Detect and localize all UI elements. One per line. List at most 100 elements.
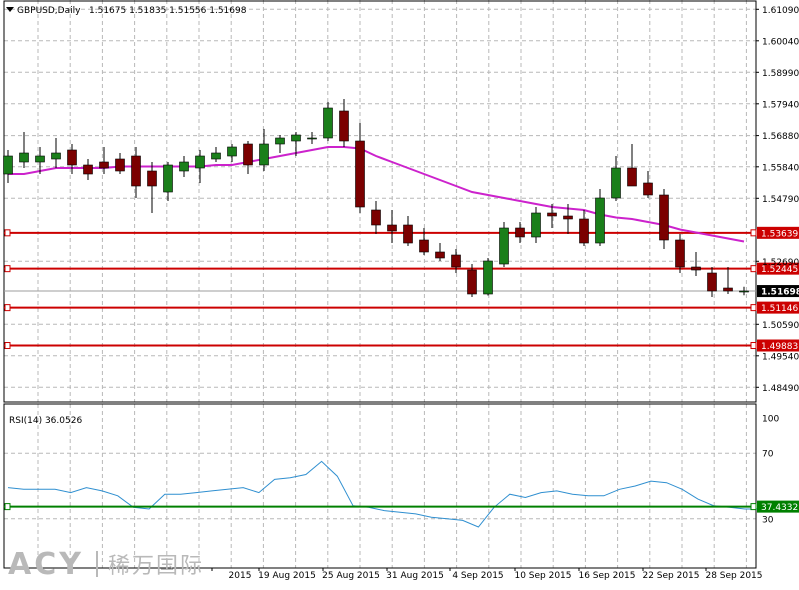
candle-bear <box>83 164 93 175</box>
rsi-tick-label: 100 <box>762 415 779 425</box>
chart-header: GBPUSD,Daily 1.51675 1.51835 1.51556 1.5… <box>6 6 247 426</box>
rsi-tick-label: 30 <box>762 515 774 525</box>
current-price-box <box>757 285 799 298</box>
candle-bull <box>307 137 317 140</box>
x-tick-label: 25 Aug 2015 <box>322 571 380 581</box>
candle-bull <box>163 164 173 193</box>
candle-bear <box>371 209 381 226</box>
rsi-tick-label: 70 <box>762 450 774 460</box>
y-tick-label: 1.58990 <box>762 69 799 79</box>
candle-bull <box>19 152 29 163</box>
candle-bear <box>99 161 109 169</box>
horizontal-lines-layer: 1.53639 1.52445 1.51146 1.49883 1.51698 <box>4 226 799 352</box>
y-tick-label: 1.49540 <box>762 352 799 362</box>
main-pane-frame <box>3 0 757 403</box>
rsi-label: RSI(14) 36.0526 <box>9 416 82 426</box>
current-price-text: 1.51698 <box>761 288 799 298</box>
candle-bear <box>115 158 125 172</box>
candle-bull <box>35 155 45 163</box>
y-tick-label: 1.54790 <box>762 195 799 205</box>
rsi-layer: 37.4332 <box>4 460 799 528</box>
candle-bull <box>483 260 493 295</box>
price-label-box <box>757 339 799 352</box>
y-tick-label: 1.55840 <box>762 163 799 173</box>
price-label-box <box>757 226 799 239</box>
candle-bear <box>515 227 525 238</box>
line-handle-left <box>4 304 11 312</box>
candles-layer <box>3 99 749 297</box>
x-tick-label: 10 Sep 2015 <box>514 571 571 581</box>
x-tick-label: 2015 <box>229 571 252 581</box>
price-label-box <box>757 262 799 275</box>
candle-bull <box>499 227 509 265</box>
candle-bear <box>675 239 685 268</box>
candle-bull <box>259 143 269 166</box>
candle-bear <box>547 212 557 217</box>
candle-bull <box>531 212 541 238</box>
x-tick-label: 22 Sep 2015 <box>642 571 699 581</box>
frame-layer <box>3 0 757 569</box>
grid-layer <box>4 0 756 568</box>
line-handle-left <box>4 265 11 273</box>
candle-bear <box>131 155 141 187</box>
y-tick-label: 1.57940 <box>762 100 799 110</box>
candle-bull <box>275 137 285 145</box>
candle-bull <box>739 290 749 293</box>
candle-bear <box>419 239 429 253</box>
line-handle-left <box>4 342 11 350</box>
y-tick-label: 1.56880 <box>762 132 799 142</box>
candle-bear <box>659 194 669 241</box>
collapse-arrow-icon[interactable] <box>6 7 14 12</box>
candle-bear <box>403 224 413 244</box>
symbol-label: GBPUSD,Daily <box>17 6 81 16</box>
candle-bear <box>563 215 573 220</box>
rsi-level-handle-left <box>4 503 11 511</box>
line-handle-right <box>750 304 757 312</box>
candle-bull <box>51 152 61 160</box>
line-handle-right <box>750 342 757 350</box>
price-label-text: 1.53639 <box>761 229 798 239</box>
candle-bull <box>195 155 205 169</box>
candle-bull <box>211 152 221 160</box>
candle-bull <box>227 146 237 157</box>
rsi-level-handle-right <box>750 503 757 511</box>
y-tick-label: 1.52690 <box>762 258 799 268</box>
y-tick-label: 1.61090 <box>762 6 799 16</box>
candle-bear <box>147 170 157 187</box>
moving-average-line <box>8 146 745 243</box>
candle-bear <box>627 167 637 187</box>
y-tick-label: 1.48490 <box>762 384 799 394</box>
x-tick-label: 19 Aug 2015 <box>258 571 316 581</box>
candle-bear <box>467 269 477 295</box>
candle-bear <box>339 110 349 142</box>
x-tick-label: 31 Aug 2015 <box>386 571 444 581</box>
candle-bull <box>291 134 301 142</box>
y-tick-label: 1.60040 <box>762 37 799 47</box>
price-label-text: 1.51146 <box>761 304 798 314</box>
candle-bull <box>595 197 605 244</box>
candle-bear <box>355 140 365 208</box>
ohlc-values: 1.51675 1.51835 1.51556 1.51698 <box>89 6 247 16</box>
rsi-pane-frame <box>3 403 757 569</box>
x-tick-label: 28 Sep 2015 <box>705 571 762 581</box>
line-handle-right <box>750 265 757 273</box>
candle-bear <box>643 182 653 196</box>
candle-bull <box>323 107 333 139</box>
price-label-box <box>757 301 799 314</box>
price-label-text: 1.49883 <box>761 342 798 352</box>
candle-bear <box>67 149 77 166</box>
rsi-level-label-text: 37.4332 <box>761 503 798 513</box>
candle-bear <box>707 272 717 292</box>
line-handle-left <box>4 229 11 237</box>
y-tick-label: 1.50590 <box>762 321 799 331</box>
candle-bear <box>243 143 253 166</box>
candle-bull <box>611 167 621 199</box>
candle-bull <box>179 161 189 172</box>
x-tick-label: 16 Sep 2015 <box>578 571 635 581</box>
candle-bull <box>3 155 13 175</box>
moving-average-layer <box>8 146 745 243</box>
rsi-level-label-box <box>757 500 799 513</box>
candle-bear <box>691 266 701 271</box>
